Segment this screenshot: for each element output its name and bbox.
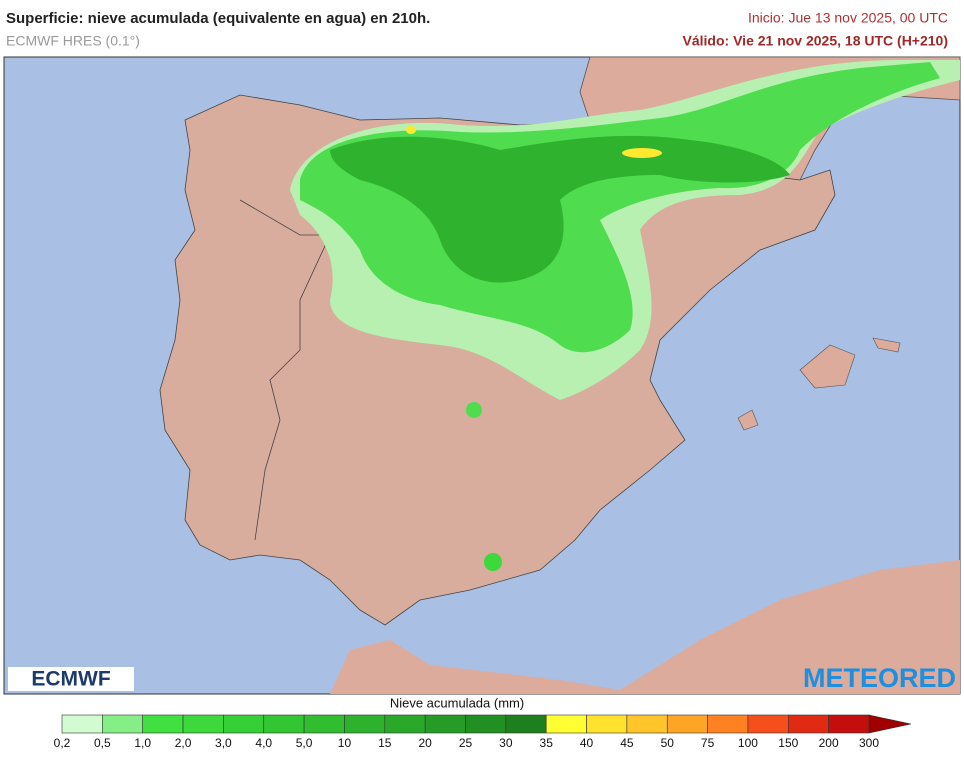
snow-spot xyxy=(466,402,482,418)
legend-swatch xyxy=(586,714,628,734)
legend-tick-label: 10 xyxy=(338,736,352,750)
legend-tick-label: 75 xyxy=(701,736,715,750)
meteored-logo: METEORED xyxy=(803,663,956,693)
legend-swatch xyxy=(344,714,386,734)
legend-tick-label: 100 xyxy=(738,736,758,750)
snow-yellow xyxy=(406,126,416,134)
africa xyxy=(330,560,960,694)
legend-swatch xyxy=(384,714,426,734)
legend-swatch xyxy=(626,714,668,734)
legend-swatch xyxy=(303,714,345,734)
snow-yellow xyxy=(622,148,662,158)
legend-swatch xyxy=(182,714,224,734)
menorca xyxy=(872,337,901,353)
snow xyxy=(290,60,960,571)
legend-arrow xyxy=(868,714,912,734)
legend-tick-label: 4,0 xyxy=(255,736,272,750)
map: ECMWF METEORED xyxy=(3,56,961,695)
snow-spot xyxy=(484,553,502,571)
legend-swatch xyxy=(142,714,184,734)
border-portugal xyxy=(239,199,331,541)
legend-tick-label: 1,0 xyxy=(134,736,151,750)
ecmwf-logo: ECMWF xyxy=(31,668,110,691)
legend-swatch xyxy=(747,714,789,734)
legend-tick-label: 15 xyxy=(378,736,392,750)
legend-tick-label: 35 xyxy=(540,736,554,750)
legend-tick-label: 2,0 xyxy=(175,736,192,750)
legend-swatch xyxy=(707,714,749,734)
ecmwf-logo-bg xyxy=(8,667,134,691)
legend-tick-label: 25 xyxy=(459,736,473,750)
legend-swatch xyxy=(223,714,265,734)
legend-swatch xyxy=(545,714,587,734)
legend-tick-label: 0,2 xyxy=(54,736,71,750)
legend-title: Nieve acumulada (mm) xyxy=(390,695,524,710)
legend-tick-label: 0,5 xyxy=(94,736,111,750)
snow-dark xyxy=(330,135,790,283)
model: ECMWF HRES (0.1°) xyxy=(6,33,140,49)
valid-time: Válido: Vie 21 nov 2025, 18 UTC (H+210) xyxy=(683,33,948,49)
legend-swatch xyxy=(102,714,143,734)
legend-swatch xyxy=(61,714,103,734)
legend-tick-label: 200 xyxy=(819,736,839,750)
mallorca xyxy=(799,344,856,389)
ibiza xyxy=(737,409,759,431)
snow-mid xyxy=(300,62,940,353)
legend-tick-label: 150 xyxy=(778,736,798,750)
legend-tick-label: 50 xyxy=(661,736,675,750)
legend-swatch xyxy=(828,714,870,734)
legend-swatch xyxy=(465,714,507,734)
legend-tick-label: 20 xyxy=(418,736,432,750)
title: Superficie: nieve acumulada (equivalente… xyxy=(6,10,430,27)
legend-tick-label: 30 xyxy=(499,736,513,750)
legend-swatch xyxy=(787,714,829,734)
legend-tick-label: 3,0 xyxy=(215,736,232,750)
legend-tick-label: 45 xyxy=(620,736,634,750)
init-time: Inicio: Jue 13 nov 2025, 00 UTC xyxy=(748,10,948,26)
legend-swatch xyxy=(263,714,305,734)
legend-tick-label: 5,0 xyxy=(296,736,313,750)
legend-tick-label: 40 xyxy=(580,736,594,750)
legend-swatch xyxy=(666,714,708,734)
legend: 0,2 0,5 1,0 2,0 3,0 4,0 5,0 10 15 20 25 30 35 40 45 50 7… xyxy=(54,714,912,750)
legend-tick-label: 300 xyxy=(859,736,879,750)
legend-swatch xyxy=(505,714,547,734)
legend-swatch xyxy=(424,714,466,734)
